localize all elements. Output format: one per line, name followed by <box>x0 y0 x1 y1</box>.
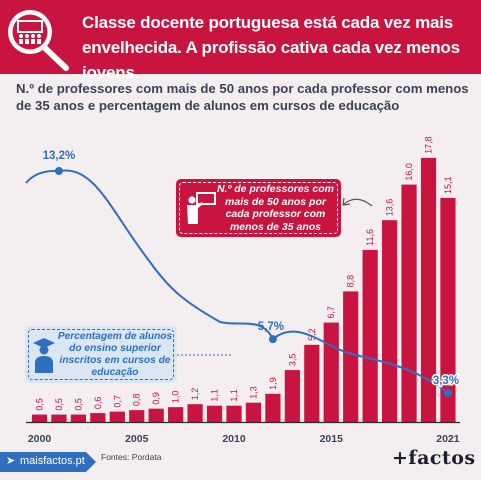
bar-value-label: 0,5 <box>35 398 45 411</box>
bar <box>304 344 320 422</box>
bar-value-label: 0,8 <box>132 394 142 407</box>
bar <box>323 322 339 422</box>
bar-value-label: 3,5 <box>287 354 297 367</box>
bar <box>440 197 456 422</box>
x-tick-label: 2015 <box>320 433 344 445</box>
graduate-icon <box>33 338 55 373</box>
bar-value-label: 13,6 <box>385 199 395 217</box>
bar-value-label: 0,6 <box>93 397 103 410</box>
callout-arrow-head <box>342 197 351 206</box>
bar-value-label: 1,0 <box>171 391 181 404</box>
header-banner: Classe docente portuguesa está cada vez … <box>0 0 481 82</box>
bar-value-label: 0,5 <box>54 398 64 411</box>
bar-value-label: 5,2 <box>307 328 317 341</box>
x-tick-label: 2021 <box>436 433 460 445</box>
bar-value-label: 1,3 <box>248 386 258 399</box>
bar <box>265 393 281 422</box>
bar <box>284 370 300 422</box>
bar <box>245 402 262 422</box>
students-callout: Percentagem de alunos do ensino superior… <box>25 326 177 383</box>
bar-value-label: 15,1 <box>443 176 453 194</box>
students-callout-text: Percentagem de alunos do ensino superior… <box>57 331 173 378</box>
bar-value-label: 8,8 <box>346 275 356 288</box>
teachers-callout: N.º de professores com mais de 50 anos p… <box>176 179 341 237</box>
bar-value-label: 11,6 <box>365 229 375 246</box>
teachers-callout-text: N.º de professores com mais de 50 anos p… <box>216 183 335 233</box>
teacher-board-icon <box>187 192 216 224</box>
bar <box>226 405 242 422</box>
bar-value-label: 0,9 <box>151 392 161 405</box>
bar <box>343 291 359 422</box>
bar <box>382 220 398 422</box>
send-icon: ➤ <box>6 455 16 467</box>
chart-subtitle: N.º de professores com mais de 50 anos p… <box>16 81 469 113</box>
bar-value-label: 1,1 <box>210 389 220 402</box>
bar-value-label: 1,2 <box>190 388 200 401</box>
bar <box>206 405 223 422</box>
line-point-label: 3,3% <box>433 375 459 387</box>
callout-arrow <box>342 198 373 207</box>
x-tick-label: 2005 <box>125 433 149 445</box>
teacher-magnifier-icon <box>8 10 69 71</box>
bar-value-label: 0,7 <box>112 395 122 408</box>
line-point-label: 13,2% <box>43 150 76 162</box>
bar-value-label: 17,8 <box>424 136 434 154</box>
series-line <box>25 169 449 394</box>
bar-value-label: 16,0 <box>404 163 414 181</box>
bar <box>401 184 417 422</box>
bar <box>148 408 164 422</box>
bar <box>129 410 145 422</box>
bar <box>187 404 203 422</box>
bar <box>31 414 48 422</box>
bar <box>168 407 184 422</box>
x-tick-label: 2010 <box>222 433 246 445</box>
bar-value-label: 6,7 <box>326 306 336 319</box>
brand-logo: +factos <box>392 447 476 469</box>
bar <box>362 249 378 422</box>
bar <box>90 413 106 422</box>
bar-value-label: 1,1 <box>229 389 239 402</box>
line-point-label: 5,7% <box>258 321 284 333</box>
site-tag-shape <box>0 452 96 472</box>
site-label: maisfactos.pt <box>20 455 85 467</box>
bar <box>109 411 125 422</box>
bar-value-label: 1,9 <box>268 377 278 390</box>
source-note: Fontes: Pordata <box>101 452 162 462</box>
bar-value-label: 0,5 <box>73 398 83 411</box>
bar <box>420 157 437 422</box>
line-point <box>443 389 452 397</box>
bar <box>51 414 67 422</box>
line-point <box>268 335 277 344</box>
x-tick-label: 2000 <box>28 433 52 445</box>
line-point <box>54 167 63 175</box>
page-title: Classe docente portuguesa está cada vez … <box>82 13 460 82</box>
bar <box>70 414 86 422</box>
